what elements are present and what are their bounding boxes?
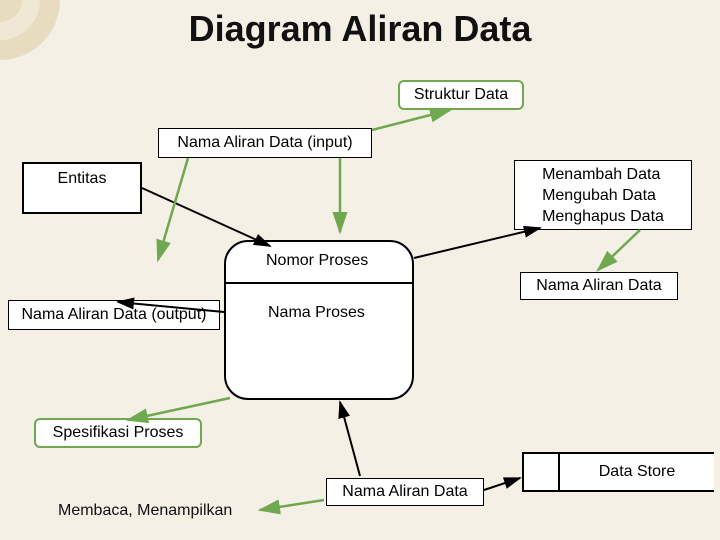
datastore-label: Data Store [560,454,714,490]
node-label: Nama Aliran Data (input) [177,134,352,152]
arrow-bottom-to-membaca [260,500,324,510]
node-label: Menambah Data Mengubah Data Menghapus Da… [542,165,664,227]
node-nama-aliran-input: Nama Aliran Data (input) [158,128,372,158]
arrow-bottom-to-process [340,402,360,476]
arrow-process-to-spesifikasi [128,398,230,420]
node-label: Spesifikasi Proses [53,424,184,442]
node-label: Nama Aliran Data [342,483,467,501]
arrow-bottom-to-datastore [484,478,520,490]
node-label: Membaca, Menampilkan [58,502,232,519]
arrow-input-down-left [158,158,188,260]
node-crud: Menambah Data Mengubah Data Menghapus Da… [514,160,692,230]
node-nama-aliran-output: Nama Aliran Data (output) [8,300,220,330]
diagram-title: Diagram Aliran Data [0,8,720,50]
node-entitas: Entitas [22,162,142,214]
node-struktur-data: Struktur Data [398,80,524,110]
node-label: Nama Aliran Data [536,277,661,295]
arrow-process-to-crud [414,228,540,258]
process-box: Nomor Proses Nama Proses [224,240,414,400]
arrow-input-to-struktur [372,110,450,130]
label-membaca: Membaca, Menampilkan [58,502,232,520]
datastore: Data Store [522,452,714,492]
node-label: Entitas [58,170,107,188]
node-nama-aliran-right: Nama Aliran Data [520,272,678,300]
datastore-id-slot [522,454,560,490]
arrow-crud-to-rightflow [598,230,640,270]
node-nama-aliran-bottom: Nama Aliran Data [326,478,484,506]
node-spesifikasi-proses: Spesifikasi Proses [34,418,202,448]
process-nama-label: Nama Proses [268,304,365,322]
arrow-entitas-to-process [142,188,270,246]
node-label: Struktur Data [414,86,508,104]
process-nomor-label: Nomor Proses [266,252,368,270]
process-divider [226,282,412,284]
node-label: Nama Aliran Data (output) [22,306,207,324]
